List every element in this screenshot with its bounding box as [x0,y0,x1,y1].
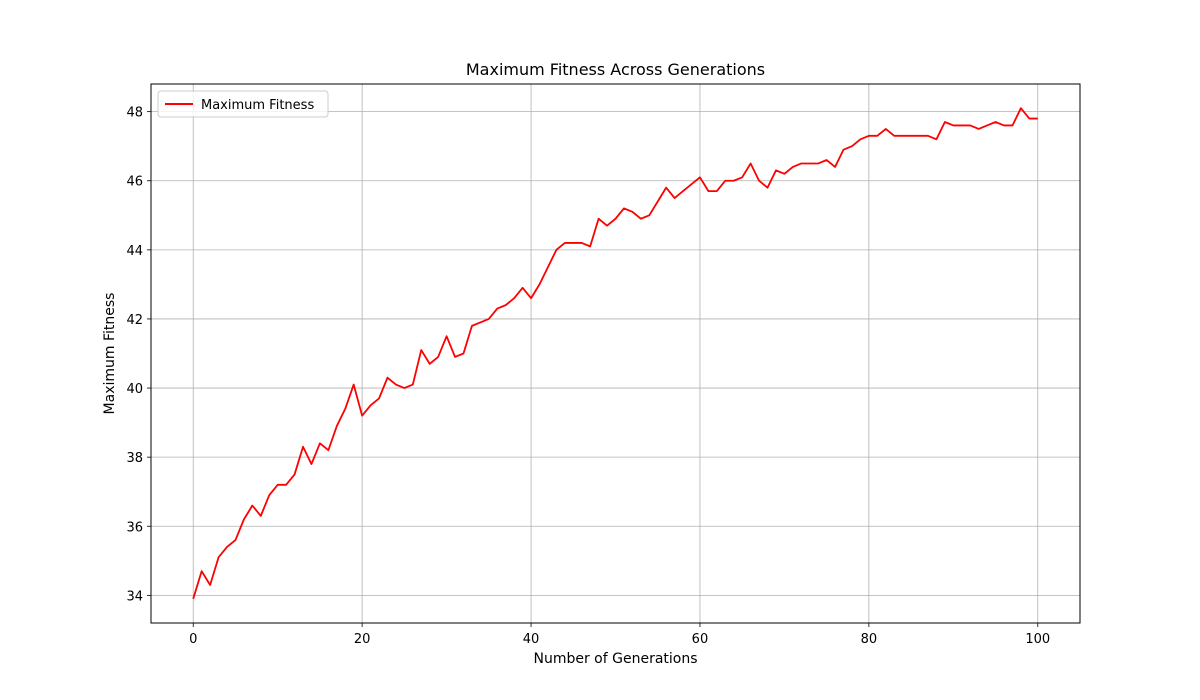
ticks: 0 20 40 60 80 100 34 36 38 40 42 44 46 48 [126,106,1050,647]
y-tick-label: 48 [126,106,143,121]
legend-box [157,90,329,118]
legend-label: Maximum Fitness [201,98,314,113]
x-tick-label: 0 [189,632,197,647]
legend: Maximum Fitness [157,90,329,118]
plot-frame [150,83,1081,624]
x-axis-label: Number of Generations [533,651,697,667]
chart-title: Maximum Fitness Across Generations [466,60,765,79]
y-axis-label: Maximum Fitness [102,293,118,415]
x-tick-label: 40 [523,632,540,647]
x-tick-label: 100 [1025,632,1050,647]
y-tick-label: 42 [126,313,143,328]
grid [151,84,1080,623]
series-line [192,107,1038,600]
y-tick-label: 46 [126,175,143,190]
series-layer [192,107,1038,600]
y-tick-label: 40 [126,382,143,397]
y-tick-label: 38 [126,451,143,466]
y-tick-label: 36 [126,520,143,535]
y-tick-label: 44 [126,244,143,259]
y-tick-label: 34 [126,589,143,604]
x-tick-label: 80 [861,632,878,647]
x-tick-label: 20 [354,632,371,647]
x-tick-label: 60 [692,632,709,647]
